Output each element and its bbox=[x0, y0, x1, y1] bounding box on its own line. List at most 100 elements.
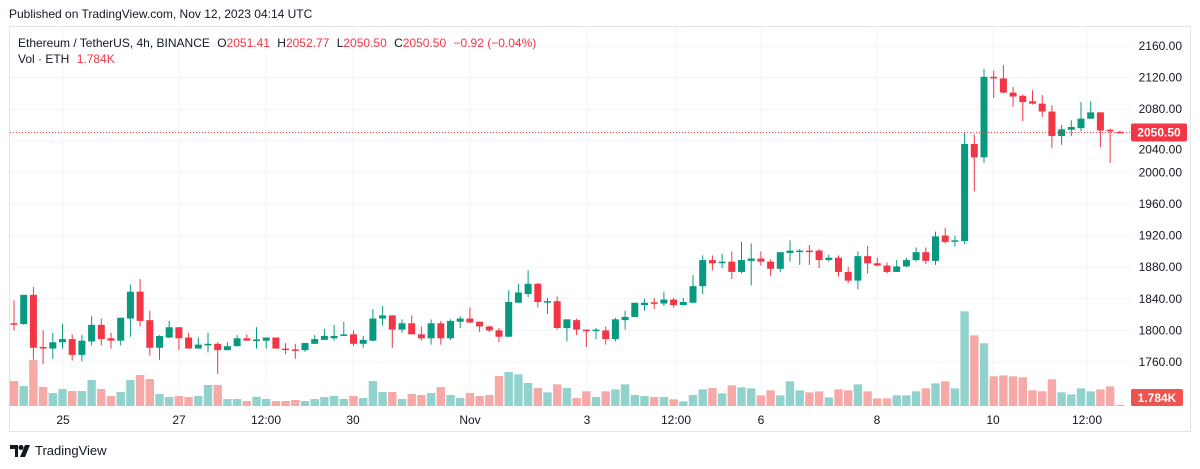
volume-bar bbox=[669, 399, 678, 406]
volume-bar bbox=[650, 397, 659, 406]
candle-body bbox=[524, 283, 532, 295]
volume-bar bbox=[339, 399, 348, 406]
volume-bar bbox=[504, 372, 513, 406]
volume-bar bbox=[252, 396, 261, 406]
candle-body bbox=[49, 342, 57, 349]
candle-body bbox=[1077, 118, 1085, 129]
symbol-title[interactable]: Ethereum / TetherUS, 4h, BINANCE bbox=[18, 36, 210, 50]
volume-bar bbox=[116, 392, 125, 406]
change-value: −0.92 (−0.04%) bbox=[453, 36, 537, 50]
candle-body bbox=[689, 286, 697, 303]
candle-body bbox=[417, 334, 425, 339]
volume-bar bbox=[805, 392, 814, 406]
candle-body bbox=[107, 338, 115, 341]
candle-body bbox=[185, 337, 193, 349]
candle-body bbox=[708, 260, 716, 264]
candle-body bbox=[1009, 92, 1017, 97]
volume-bar bbox=[262, 399, 271, 406]
candle-body bbox=[553, 301, 561, 329]
candle-body bbox=[1096, 112, 1104, 131]
legend-ohlc-row: Ethereum / TetherUS, 4h, BINANCE O2051.4… bbox=[18, 35, 540, 51]
candle-body bbox=[330, 335, 338, 339]
price-tick-label: 1960.00 bbox=[1139, 197, 1183, 211]
volume-bar bbox=[688, 395, 698, 406]
volume-bar bbox=[48, 393, 57, 406]
low-label: L bbox=[336, 36, 344, 50]
candle-body bbox=[194, 344, 202, 349]
candle-body bbox=[1029, 101, 1036, 104]
candle-body bbox=[941, 235, 949, 242]
candle-body bbox=[621, 316, 629, 321]
candle-body bbox=[980, 76, 988, 158]
volume-bar bbox=[242, 401, 251, 406]
candle-body bbox=[864, 256, 872, 264]
candle-body bbox=[398, 323, 406, 330]
candle-body bbox=[39, 346, 47, 349]
volume-bar bbox=[223, 399, 232, 406]
candle-body bbox=[757, 258, 765, 262]
price-tick-label: 1800.00 bbox=[1139, 323, 1183, 337]
volume-label[interactable]: Vol · ETH bbox=[18, 52, 70, 66]
candle-body bbox=[29, 294, 37, 348]
volume-bar bbox=[77, 391, 87, 406]
candle-body bbox=[59, 339, 66, 343]
time-tick-label: 25 bbox=[56, 413, 70, 427]
candle-body bbox=[815, 250, 823, 261]
volume-bar bbox=[999, 375, 1008, 406]
candle-body bbox=[485, 326, 493, 331]
candle-body bbox=[243, 338, 251, 341]
candle-body bbox=[854, 256, 862, 281]
volume-bar bbox=[611, 389, 620, 406]
volume-bar bbox=[135, 375, 145, 406]
candle-body bbox=[844, 271, 852, 281]
volume-bar bbox=[1096, 389, 1105, 406]
candle-body bbox=[970, 143, 978, 158]
volume-bar bbox=[184, 397, 193, 406]
published-caption: Published on TradingView.com, Nov 12, 20… bbox=[9, 7, 313, 21]
candle-body bbox=[718, 261, 726, 264]
volume-bar bbox=[9, 381, 19, 406]
volume-bar bbox=[465, 393, 475, 406]
candle-body bbox=[534, 283, 542, 302]
volume-bar bbox=[795, 390, 804, 406]
volume-bar bbox=[58, 389, 67, 406]
candle-body bbox=[573, 320, 581, 330]
candle-body bbox=[117, 317, 125, 341]
candle-body bbox=[350, 334, 357, 344]
volume-bar bbox=[1115, 404, 1124, 406]
time-tick-label: 12:00 bbox=[661, 413, 691, 427]
volume-bar bbox=[1038, 391, 1047, 406]
candle-body bbox=[738, 260, 745, 272]
volume-bar bbox=[979, 343, 989, 406]
volume-bar bbox=[397, 399, 407, 406]
volume-bar bbox=[824, 397, 833, 406]
candle-body bbox=[175, 327, 183, 339]
volume-bar bbox=[417, 395, 426, 406]
chart-frame[interactable] bbox=[9, 26, 1191, 432]
time-tick-label: 12:00 bbox=[251, 413, 281, 427]
candle-body bbox=[340, 334, 348, 336]
candle-body bbox=[592, 329, 600, 332]
volume-bar bbox=[630, 395, 639, 406]
volume-bar bbox=[106, 396, 116, 406]
candle-body bbox=[514, 292, 522, 303]
candle-body bbox=[670, 299, 678, 306]
footer-brand[interactable]: TradingView bbox=[10, 443, 107, 458]
volume-bar bbox=[766, 390, 775, 406]
candle-body bbox=[728, 261, 736, 272]
volume-bar bbox=[553, 384, 562, 406]
volume-bar bbox=[911, 391, 921, 406]
volume-bar bbox=[174, 396, 184, 406]
volume-bar bbox=[543, 392, 552, 406]
volume-bar bbox=[533, 388, 542, 406]
volume-bar bbox=[407, 394, 416, 406]
volume-bar bbox=[281, 401, 290, 406]
time-tick-label: Nov bbox=[459, 413, 480, 427]
volume-bar bbox=[494, 376, 504, 406]
volume-bar bbox=[591, 397, 601, 406]
volume-bar bbox=[582, 391, 591, 406]
candle-body bbox=[379, 315, 387, 319]
volume-bar bbox=[785, 381, 795, 406]
candle-body bbox=[68, 339, 76, 355]
